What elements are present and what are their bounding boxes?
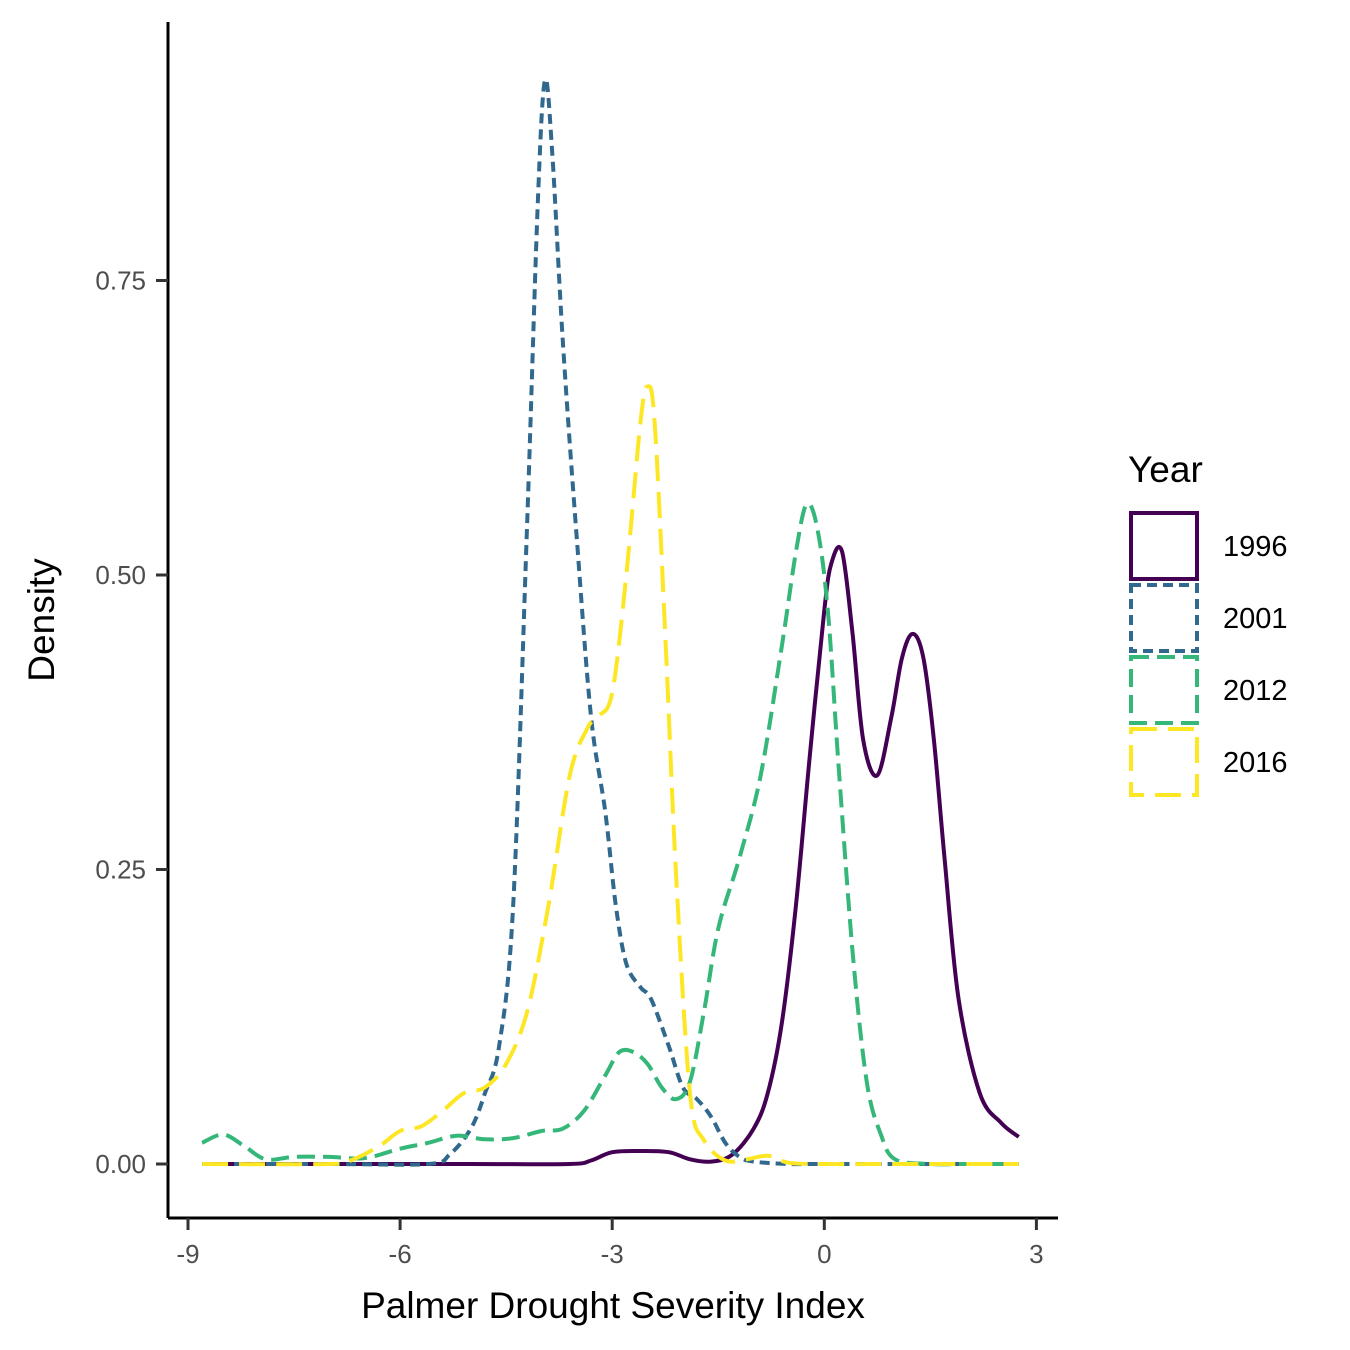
x-tick-label: 3	[1029, 1239, 1043, 1269]
x-tick-label: -6	[389, 1239, 412, 1269]
legend-key-1996	[1129, 511, 1199, 581]
legend: Year 1996 2001 2012 2016	[1128, 449, 1288, 797]
legend-key-2012	[1129, 655, 1199, 725]
x-axis-ticks: -9 -6 -3 0 3	[176, 1218, 1044, 1269]
density-line-1996	[202, 544, 1020, 1167]
y-tick-label: 0.00	[95, 1149, 146, 1179]
y-tick-label: 0.25	[95, 855, 146, 885]
x-tick-label: -9	[176, 1239, 199, 1269]
x-axis-title: Palmer Drought Severity Index	[361, 1285, 865, 1326]
y-tick-label: 0.75	[95, 266, 146, 296]
y-axis-title: Density	[21, 558, 62, 682]
y-tick-label: 0.50	[95, 560, 146, 590]
legend-label-2016: 2016	[1223, 747, 1288, 779]
density-line-2016	[202, 384, 1019, 1167]
density-curves	[201, 77, 1020, 1167]
legend-key-2016	[1129, 727, 1199, 797]
x-tick-label: 0	[817, 1239, 831, 1269]
x-tick-label: -3	[601, 1239, 624, 1269]
density-line-2001	[202, 77, 1019, 1167]
legend-key-2001	[1129, 583, 1199, 653]
legend-title: Year	[1128, 449, 1203, 490]
legend-label-1996: 1996	[1223, 531, 1288, 563]
legend-label-2012: 2012	[1223, 675, 1288, 707]
legend-label-2001: 2001	[1223, 603, 1288, 635]
density-line-2012	[201, 501, 1019, 1167]
y-axis-ticks: 0.00 0.25 0.50 0.75	[95, 266, 168, 1179]
